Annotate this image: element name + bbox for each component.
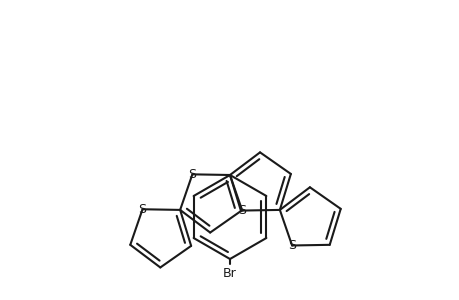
Text: S: S bbox=[138, 203, 146, 216]
Text: S: S bbox=[287, 239, 296, 252]
Text: Br: Br bbox=[223, 267, 236, 280]
Text: S: S bbox=[188, 168, 196, 181]
Text: S: S bbox=[238, 204, 246, 217]
